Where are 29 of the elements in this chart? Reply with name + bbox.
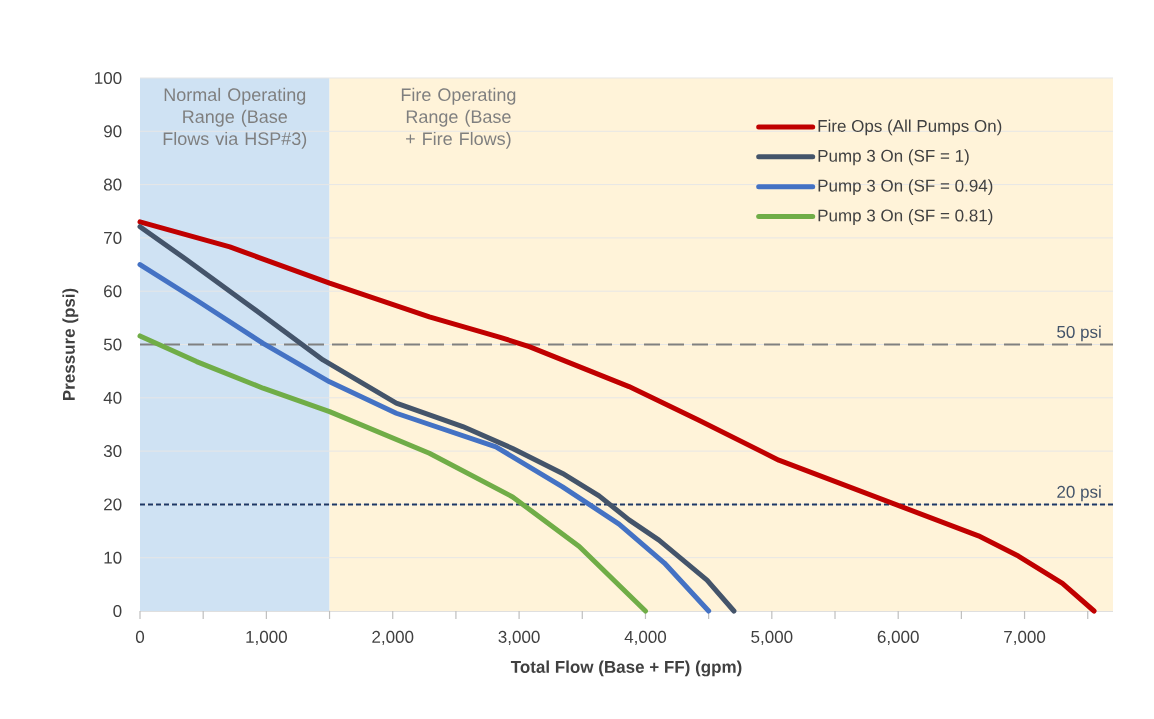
y-tick-label: 90 [104,125,122,138]
ref-line-label: 50 psi [1057,325,1101,342]
x-tick-label: 6,000 [877,630,919,645]
x-tick-label: 4,000 [624,630,667,645]
legend-label: Fire Ops (All Pumps On) [818,119,1002,136]
y-tick-label: 100 [95,71,122,85]
y-tick-label: 30 [103,445,122,458]
y-tick-label: 60 [104,285,122,298]
x-axis-title: Total Flow (Base + FF) (gpm) [510,660,742,677]
band-label: Fire Operating Range (Base + Fire Flows) [401,87,516,149]
y-axis-title: Pressure (psi) [62,288,79,401]
x-tick-label: 2,000 [372,630,414,645]
x-tick-label: 0 [135,630,145,643]
y-tick-label: 0 [113,604,122,618]
y-tick-label: 70 [104,231,122,244]
x-tick-label: 3,000 [498,630,540,645]
legend-label: Pump 3 On (SF = 1) [818,149,969,166]
band-label: Normal Operating Range (Base Flows via HSP#3) [163,87,307,149]
y-tick-label: 10 [104,551,122,564]
y-tick-label: 80 [103,178,122,191]
x-tick-label: 7,000 [1004,630,1046,645]
ref-line-label: 20 psi [1057,485,1101,502]
x-tick-label: 5,000 [751,630,793,645]
y-tick-label: 40 [103,391,122,404]
legend-label: Pump 3 On (SF = 0.94) [818,179,993,196]
legend-label: Pump 3 On (SF = 0.81) [818,209,993,225]
x-tick-label: 1,000 [246,630,287,645]
y-tick-label: 20 [104,498,122,511]
y-tick-label: 50 [103,338,122,351]
